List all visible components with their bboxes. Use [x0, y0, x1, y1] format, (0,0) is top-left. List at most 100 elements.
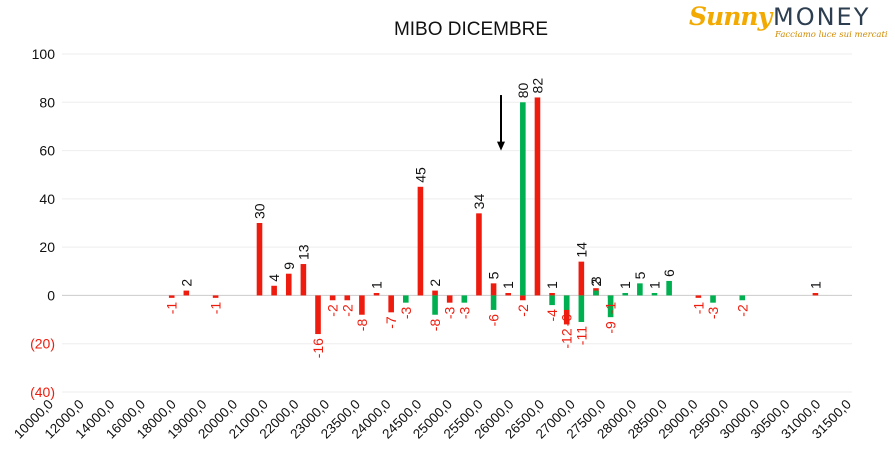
bar-red: [256, 223, 263, 296]
bar-green: [666, 280, 672, 296]
bar-red: [168, 295, 175, 298]
data-label: 1: [617, 281, 633, 289]
data-label: -2: [734, 304, 750, 317]
data-label: -6: [559, 314, 575, 327]
bar-green: [578, 295, 585, 322]
data-label: 1: [369, 281, 385, 289]
bar-red: [578, 261, 585, 296]
bar-green: [710, 295, 716, 303]
bar-green: [402, 295, 409, 303]
data-label: 3: [588, 276, 604, 284]
bar-red: [549, 293, 555, 296]
y-tick-label: 0: [47, 287, 55, 303]
bar-red: [344, 295, 351, 301]
data-label: 13: [295, 244, 311, 260]
bar-red: [476, 213, 482, 296]
bar-red: [300, 264, 307, 296]
data-label: -1: [164, 302, 180, 315]
bar-green: [432, 295, 438, 315]
bar-red: [695, 295, 702, 298]
bar-red: [505, 293, 512, 296]
data-label: -7: [383, 316, 399, 329]
data-label: -4: [544, 309, 560, 322]
bar-green: [549, 295, 555, 306]
bar-green: [593, 290, 599, 296]
gridlines: [62, 53, 852, 393]
bar-green: [622, 293, 629, 296]
y-axis: 100 80 60 40 20 0 (20) (40): [30, 46, 55, 400]
data-label: -11: [573, 326, 589, 345]
data-label: -8: [354, 319, 370, 332]
y-tick-label: 60: [39, 143, 55, 159]
arrow-head: [497, 141, 505, 151]
data-label: -3: [456, 306, 472, 319]
y-tick-label: 20: [39, 239, 55, 255]
bar-red: [329, 295, 336, 301]
y-tick-label: 40: [39, 191, 55, 207]
bar-red: [490, 283, 497, 296]
sunny-money-logo: Sunny MONEY Facciamo luce sui mercati: [689, 2, 889, 42]
data-label: 80: [515, 82, 531, 98]
bar-red: [520, 295, 526, 301]
data-label: -3: [398, 306, 414, 319]
data-label: 5: [486, 271, 502, 279]
bar-red: [373, 293, 380, 296]
logo-tagline: Facciamo luce sui mercati: [775, 30, 888, 40]
x-axis: 10000,012000,014000,016000,018000,019000…: [11, 397, 854, 442]
data-label: 1: [807, 281, 823, 289]
chart-title: MIBO DICEMBRE: [394, 19, 548, 40]
bar-green: [461, 295, 468, 303]
data-label: 5: [632, 271, 648, 279]
bar-red: [446, 295, 453, 303]
data-label: 1: [647, 281, 663, 289]
bar-red: [359, 295, 365, 315]
data-label: 45: [412, 167, 428, 183]
bar-red: [534, 97, 541, 296]
data-label: 2: [427, 279, 443, 287]
data-label: -1: [603, 302, 619, 315]
data-label: -3: [705, 306, 721, 319]
bar-red: [432, 290, 438, 296]
y-tick-label: (20): [30, 336, 55, 352]
data-label: -2: [339, 304, 355, 317]
bar-red: [417, 186, 424, 296]
data-label: -8: [427, 319, 443, 332]
data-label: -2: [515, 304, 531, 317]
bar-green: [490, 295, 497, 310]
data-label: 30: [252, 203, 268, 219]
data-label: 34: [471, 194, 487, 210]
data-label: 6: [661, 269, 677, 277]
bar-green: [607, 295, 614, 318]
bar-red: [183, 290, 190, 296]
y-tick-label: (40): [30, 384, 55, 400]
data-label: -1: [690, 302, 706, 315]
data-label: 9: [281, 262, 297, 270]
data-label: -9: [603, 321, 619, 334]
data-label: 2: [588, 279, 604, 287]
bar-red: [271, 285, 277, 296]
bars: [168, 97, 819, 335]
data-label: -16: [310, 338, 326, 358]
data-label: -1: [208, 302, 224, 315]
data-labels: -12-1304913-16-2-2-81-7452-33451-2821-12…: [164, 78, 824, 359]
logo-brand-right: MONEY: [773, 3, 871, 31]
bar-green: [520, 102, 526, 296]
data-label: 1: [500, 281, 516, 289]
logo-brand-left: Sunny: [689, 2, 772, 31]
data-label: 4: [266, 274, 282, 282]
bar-green: [637, 283, 643, 296]
y-tick-label: 100: [32, 46, 56, 62]
data-label: -2: [325, 304, 341, 317]
data-label: 82: [529, 78, 545, 94]
data-label: 2: [178, 279, 194, 287]
data-label: 1: [544, 281, 560, 289]
bar-red: [315, 295, 321, 335]
data-label: -12: [559, 328, 575, 348]
bar-red: [285, 273, 292, 296]
bar-green: [739, 295, 746, 301]
y-tick-label: 80: [39, 94, 55, 110]
bar-red: [212, 295, 219, 298]
data-label: -3: [442, 306, 458, 319]
bar-green: [563, 295, 570, 310]
